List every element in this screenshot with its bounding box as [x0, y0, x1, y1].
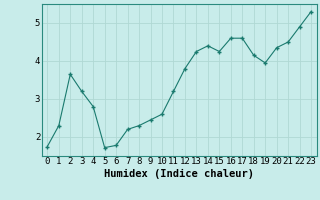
X-axis label: Humidex (Indice chaleur): Humidex (Indice chaleur): [104, 169, 254, 179]
